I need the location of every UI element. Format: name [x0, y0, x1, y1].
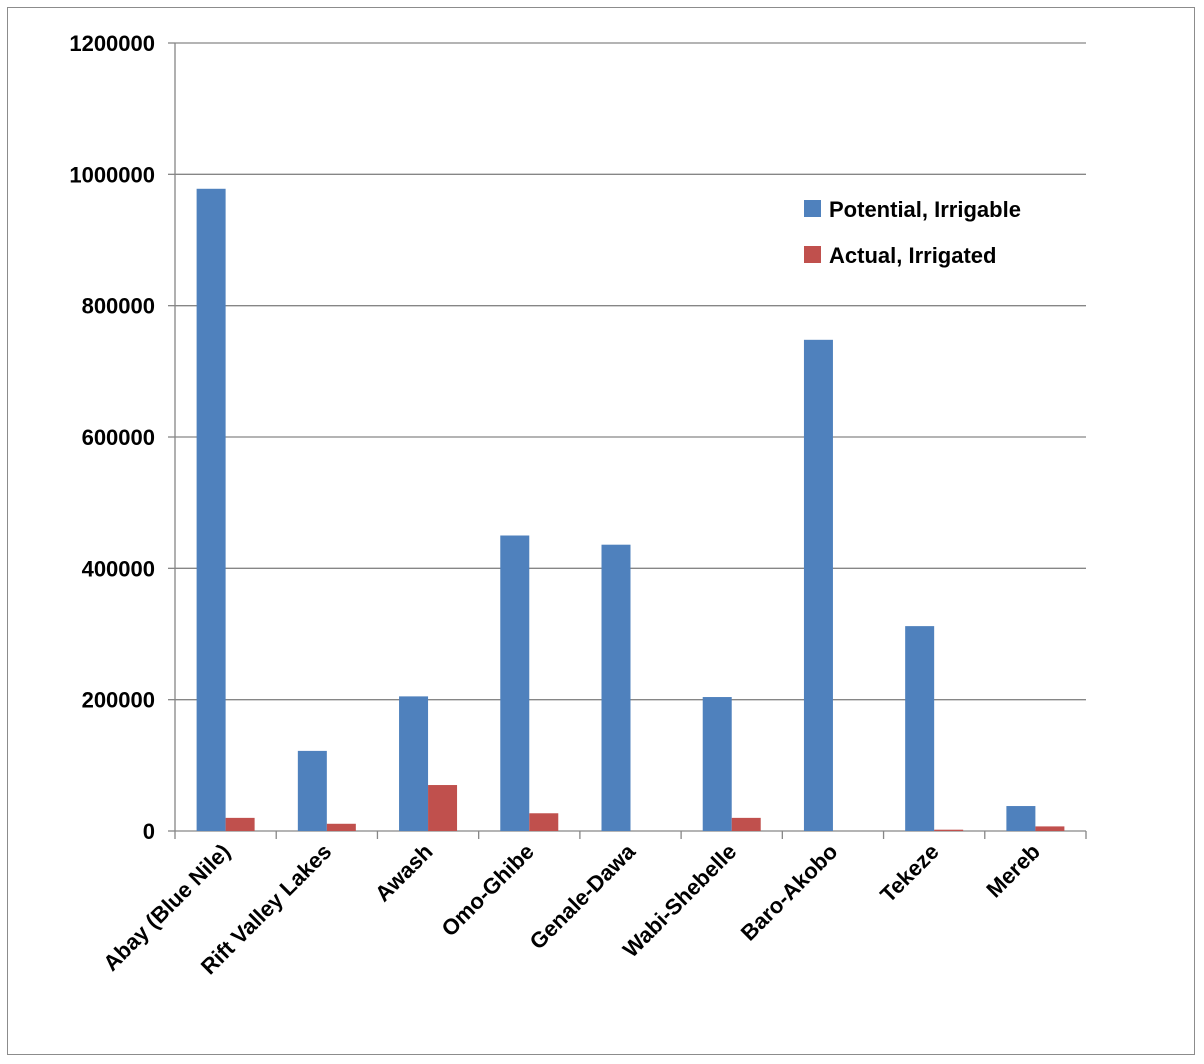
x-tick-labels: Abay (Blue Nile)Rift Valley Lakes AwashOm…	[98, 838, 1045, 979]
x-tick-label: Mereb	[981, 839, 1044, 902]
x-tick-label: Omo-Ghibe	[436, 839, 538, 941]
legend-swatch	[804, 200, 821, 217]
bar-actual-irrigated	[1035, 826, 1065, 831]
bars	[196, 188, 1065, 831]
bar-actual-irrigated	[934, 829, 964, 831]
x-tick-label: Tekeze	[875, 839, 943, 907]
bar-actual-irrigated	[326, 823, 356, 831]
bar-actual-irrigated	[428, 785, 458, 831]
bar-potential-irrigable	[1006, 806, 1036, 831]
bar-potential-irrigable	[196, 188, 226, 831]
legend-label: Actual, Irrigated	[829, 243, 996, 268]
x-tick-label: Awash	[370, 839, 438, 907]
bar-potential-irrigable	[702, 697, 732, 831]
chart-frame: 0 200000 400000 600000 800000 1000000 1200000 …	[7, 7, 1195, 1055]
y-tick-label: 600000	[82, 425, 155, 450]
bar-potential-irrigable	[500, 535, 530, 831]
x-tick-label: Baro-Akobo	[736, 839, 843, 946]
y-tick-label: 1000000	[69, 162, 155, 187]
bar-actual-irrigated	[529, 813, 559, 831]
legend: Potential, Irrigable Actual, Irrigated	[804, 197, 1021, 268]
bar-potential-irrigable	[601, 544, 631, 831]
bar-potential-irrigable	[399, 696, 429, 831]
bar-potential-irrigable	[905, 626, 935, 831]
y-tick-label: 1200000	[69, 31, 155, 56]
bar-potential-irrigable	[297, 750, 327, 831]
bar-actual-irrigated	[731, 817, 761, 831]
legend-label: Potential, Irrigable	[829, 197, 1021, 222]
y-tick-label: 400000	[82, 556, 155, 581]
legend-swatch	[804, 246, 821, 263]
y-tick-labels: 0 200000 400000 600000 800000 1000000 1200000	[69, 31, 155, 844]
bar-chart: 020000040000060000080000010000001200000 …	[69, 31, 1087, 979]
x-tick-label: Genale-Dawa	[525, 838, 641, 954]
bar-potential-irrigable	[803, 339, 833, 831]
y-tick-label: 0	[143, 819, 155, 844]
bar-actual-irrigated	[225, 817, 255, 831]
y-tick-label: 800000	[82, 294, 155, 319]
y-tick-label: 200000	[82, 688, 155, 713]
